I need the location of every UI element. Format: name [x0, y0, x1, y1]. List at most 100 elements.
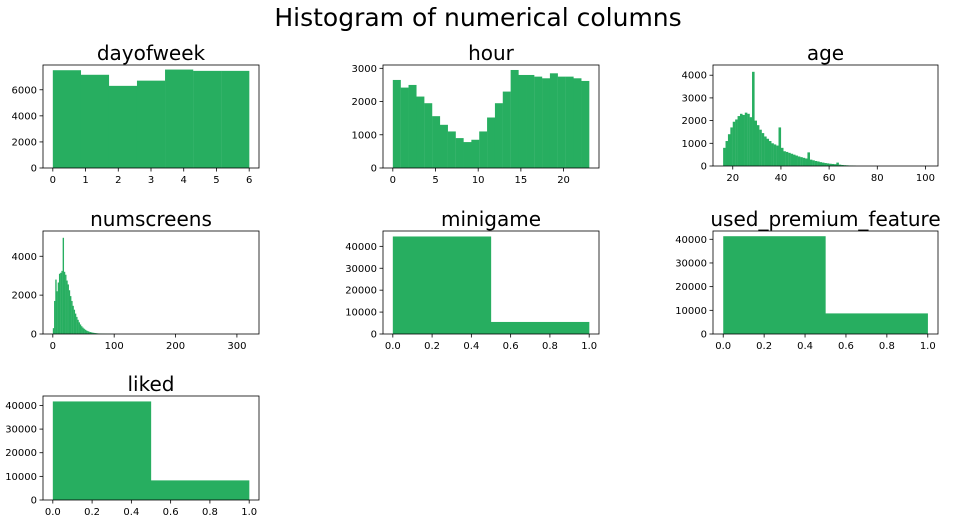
- histogram-bar: [549, 73, 558, 168]
- histogram-bar: [581, 80, 590, 168]
- histogram-bar: [74, 313, 77, 334]
- x-tick-label: 4: [181, 175, 187, 186]
- histogram-bar: [89, 332, 92, 334]
- histogram-bar: [723, 236, 826, 334]
- histogram-bar: [81, 326, 83, 334]
- histogram-bar: [80, 74, 110, 168]
- subplot-numscreens: numscreens 0 100 200 300 0 2000 4000: [12, 207, 260, 352]
- histogram-bar: [829, 163, 832, 166]
- histogram-bar: [416, 96, 425, 168]
- histogram-bar: [60, 272, 62, 334]
- histogram-bar: [526, 74, 535, 168]
- y-tick-label: 3000: [682, 93, 707, 104]
- histogram-bar: [56, 291, 58, 334]
- histogram-bar: [82, 327, 84, 334]
- histogram-bar: [771, 143, 774, 166]
- histogram-bars: [392, 69, 590, 168]
- histogram-bar: [824, 163, 827, 166]
- histogram-bar: [510, 69, 519, 168]
- y-tick-label: 40000: [345, 242, 377, 253]
- histogram-bar: [785, 151, 789, 166]
- y-tick-label: 30000: [5, 425, 37, 436]
- subplot-title: hour: [468, 41, 515, 65]
- histogram-bar: [52, 328, 55, 334]
- subplot-title: liked: [128, 372, 175, 396]
- y-tick-label: 4000: [682, 71, 707, 82]
- x-tick-label: 0.0: [385, 341, 401, 352]
- histogram-bar: [809, 159, 813, 166]
- histogram-bar: [802, 157, 806, 166]
- x-tick-label: 6: [246, 175, 252, 186]
- histogram-bar: [807, 152, 810, 166]
- histogram-bar: [90, 332, 93, 334]
- histogram-bar: [831, 163, 835, 166]
- x-tick-label: 10: [472, 175, 485, 186]
- x-tick-label: 300: [227, 341, 246, 352]
- axes-frame: [712, 230, 939, 335]
- histogram-bar: [52, 70, 82, 168]
- x-tick-label: 3: [148, 175, 154, 186]
- histogram-bar: [723, 147, 726, 166]
- y-tick-label: 20000: [5, 448, 37, 459]
- histogram-bar: [825, 313, 928, 334]
- histogram-bar: [764, 136, 767, 166]
- x-tick-label: 1.0: [920, 341, 936, 352]
- histogram-bar: [83, 328, 85, 334]
- histogram-bar: [836, 162, 839, 166]
- x-tick-label: 0.2: [756, 341, 772, 352]
- histogram-bar: [66, 280, 68, 334]
- histogram-bar: [85, 330, 88, 334]
- y-tick-label: 0: [31, 330, 37, 341]
- histogram-bar: [424, 103, 433, 168]
- x-tick-label: 0.6: [163, 507, 179, 518]
- histogram-bar: [773, 144, 777, 166]
- histogram-bar: [494, 103, 503, 168]
- y-tick-label: 20000: [345, 286, 377, 297]
- histogram-bar: [151, 480, 250, 500]
- y-tick-label: 2000: [352, 97, 377, 108]
- histogram-bar: [737, 116, 741, 166]
- histogram-bar: [573, 78, 582, 168]
- subplot-liked: liked 0.0 0.2 0.4 0.6 0.8 1.0 0 10000 20000 30000 4…: [5, 372, 260, 518]
- histogram-bar: [62, 237, 65, 334]
- histogram-bar: [783, 151, 786, 166]
- y-tick-label: 10000: [675, 306, 707, 317]
- histogram-bar: [795, 155, 798, 166]
- histogram-bar: [833, 164, 837, 166]
- histogram-bar: [87, 331, 89, 334]
- subplot-title: used_premium_feature: [710, 207, 940, 231]
- x-tick-label: 1.0: [241, 507, 257, 518]
- histogram-bar: [70, 296, 72, 334]
- histogram-bar: [94, 333, 96, 334]
- histogram-bar: [92, 332, 94, 334]
- histogram-bar: [55, 279, 57, 334]
- subplot-title: numscreens: [90, 207, 212, 231]
- axes-frame: [382, 230, 600, 335]
- histogram-bar: [749, 117, 753, 166]
- histogram-bar: [747, 113, 750, 166]
- histogram-bar: [792, 154, 796, 166]
- x-tick-label: 20: [726, 173, 739, 184]
- histogram-bar: [752, 71, 755, 166]
- histogram-bar: [778, 127, 782, 166]
- histogram-bar: [447, 131, 456, 168]
- histogram-bar: [759, 129, 762, 166]
- x-tick-label: 80: [871, 173, 884, 184]
- histogram-bar: [71, 300, 73, 334]
- histogram-bars: [52, 401, 250, 500]
- histogram-bar: [400, 87, 409, 168]
- x-tick-label: 2: [115, 175, 121, 186]
- subplot-used-premium-feature: used_premium_feature 0.0 0.2 0.4 0.6 0.8 1.0 0 1…: [675, 207, 940, 352]
- histogram-bar: [732, 121, 736, 166]
- subplot-minigame: minigame 0.0 0.2 0.4 0.6 0.8 1.0 0 10000 20000 300…: [345, 207, 600, 352]
- histogram-bar: [439, 124, 448, 168]
- y-tick-label: 10000: [345, 308, 377, 319]
- y-tick-label: 10000: [5, 472, 37, 483]
- histogram-bar: [52, 401, 152, 500]
- y-tick-label: 4000: [12, 252, 37, 263]
- histogram-bar: [136, 80, 166, 168]
- x-tick-label: 0.0: [45, 507, 61, 518]
- histogram-bar: [57, 282, 60, 334]
